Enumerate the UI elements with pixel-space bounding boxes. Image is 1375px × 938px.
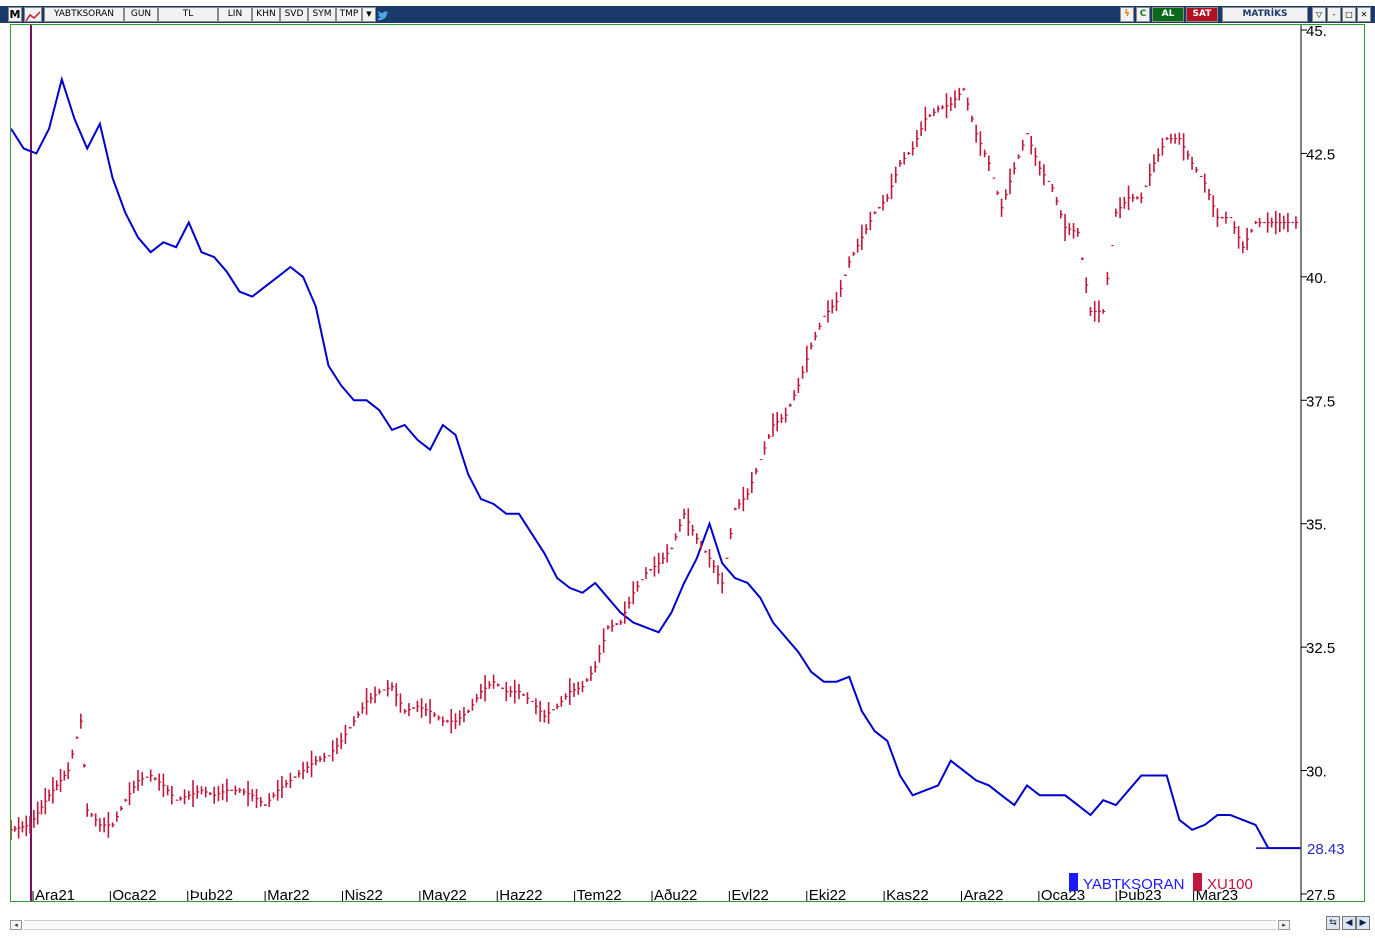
chart-bottom-bar: ◂ ▸ ⇆ ◀ ▶	[0, 916, 1375, 938]
nav-left-icon[interactable]: ◀	[1342, 916, 1356, 930]
legend-label-yabtksoran: YABTKSORAN	[1083, 876, 1184, 893]
legend-swatch-yabtksoran	[1069, 873, 1078, 891]
x-tick-label: Þub23	[1118, 887, 1161, 901]
lightning-icon[interactable]: ϟ	[1120, 7, 1134, 22]
currency-button[interactable]: TL	[158, 7, 218, 22]
scale-button[interactable]: LIN	[218, 7, 252, 22]
last-value-label: 28.43	[1307, 841, 1345, 858]
menu-button[interactable]: M	[8, 7, 22, 22]
price-chart[interactable]: 45. 42.5 40. 37.5 35. 32.5 30. 27.5 Ara21 Oca22 Þu…	[11, 25, 1364, 901]
y-tick-label: 27.5	[1306, 887, 1335, 901]
horizontal-scrollbar[interactable]	[24, 920, 1276, 930]
chart-toolbar: M YABTKSORAN GUN TL LIN KHN SVD SYM TMP ▼ ϟ C AL SAT M…	[0, 6, 1375, 23]
svd-button[interactable]: SVD	[280, 7, 308, 22]
window-menu-button[interactable]: ▽	[1312, 7, 1326, 22]
x-tick-label: Ara21	[35, 887, 75, 901]
y-tick-label: 32.5	[1306, 640, 1335, 657]
y-tick-label: 40.	[1306, 270, 1327, 287]
nav-right-icon[interactable]: ▶	[1356, 916, 1370, 930]
x-tick-label: May22	[422, 887, 467, 901]
legend-swatch-xu100	[1193, 873, 1202, 891]
series-line-yabtksoran[interactable]	[11, 75, 1300, 850]
twitter-icon[interactable]	[377, 8, 390, 21]
x-tick-label: Mar23	[1196, 887, 1239, 901]
x-tick-label: Nis22	[345, 887, 383, 901]
x-tick-label: Þub22	[190, 887, 233, 901]
x-tick-label: Eki22	[809, 887, 847, 901]
sell-button[interactable]: SAT	[1186, 7, 1218, 22]
x-tick-label: Haz22	[499, 887, 542, 901]
brand-label: MATRİKS	[1222, 7, 1308, 22]
x-tick-label: Oca23	[1041, 887, 1085, 901]
tmp-button[interactable]: TMP	[336, 7, 362, 22]
symbol-field[interactable]: YABTKSORAN	[44, 7, 124, 22]
chart-logo-icon[interactable]	[24, 7, 42, 22]
y-tick-label: 35.	[1306, 517, 1327, 534]
scroll-left-button[interactable]: ◂	[10, 920, 22, 930]
x-tick-label: Mar22	[267, 887, 310, 901]
y-tick-label: 37.5	[1306, 393, 1335, 410]
minimize-button[interactable]: -	[1327, 7, 1341, 22]
x-tick-label: Tem22	[577, 887, 622, 901]
x-tick-label: Ara22	[964, 887, 1004, 901]
x-tick-label: Oca22	[112, 887, 156, 901]
legend-label-xu100: XU100	[1207, 876, 1253, 893]
chart-plot-area[interactable]: 45. 42.5 40. 37.5 35. 32.5 30. 27.5 Ara21 Oca22 Þu…	[10, 24, 1365, 902]
period-button[interactable]: GUN	[124, 7, 158, 22]
maximize-button[interactable]: □	[1342, 7, 1356, 22]
buy-button[interactable]: AL	[1152, 7, 1184, 22]
khn-button[interactable]: KHN	[252, 7, 280, 22]
sync-icon[interactable]: ⇆	[1326, 916, 1340, 930]
y-tick-label: 42.5	[1306, 146, 1335, 163]
y-tick-label: 45.	[1306, 25, 1327, 40]
y-tick-label: 30.	[1306, 764, 1327, 781]
x-tick-label: Aðu22	[654, 887, 697, 901]
x-tick-label: Kas22	[886, 887, 929, 901]
close-button[interactable]: ✕	[1357, 7, 1371, 22]
sym-button[interactable]: SYM	[308, 7, 336, 22]
x-tick-label: Evl22	[731, 887, 769, 901]
chevron-down-icon[interactable]: ▼	[362, 7, 376, 22]
refresh-button[interactable]: C	[1136, 7, 1150, 22]
scroll-right-button[interactable]: ▸	[1278, 920, 1290, 930]
